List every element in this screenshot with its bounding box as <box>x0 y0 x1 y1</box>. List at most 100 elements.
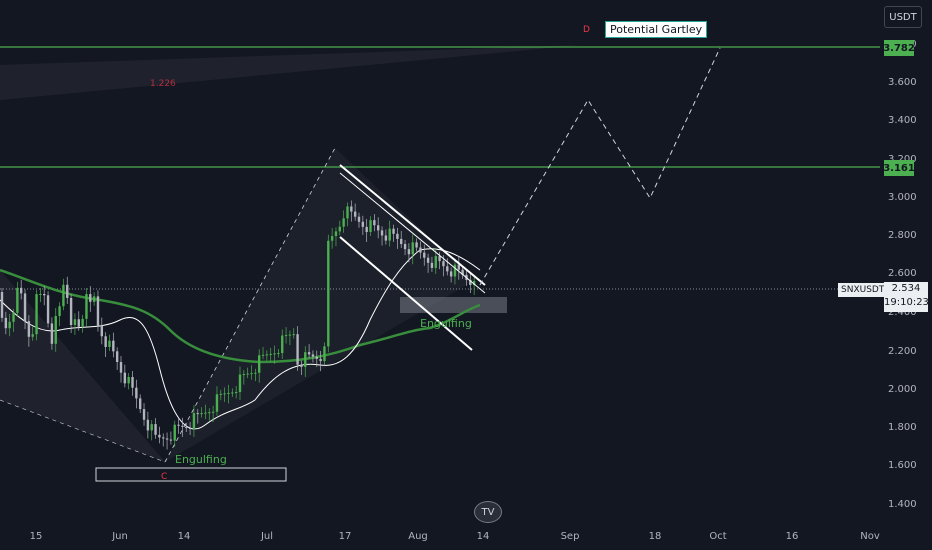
candle-body <box>204 412 207 414</box>
candle-body <box>342 218 345 227</box>
candle-body <box>89 294 92 302</box>
candle-body <box>376 225 380 231</box>
candle-body <box>16 287 19 313</box>
candle-body <box>219 393 223 395</box>
last-price-box: 2.534 19:10:23 <box>884 282 929 312</box>
time-tick: Aug <box>408 531 428 542</box>
candle-body <box>472 281 476 286</box>
time-tick: Oct <box>709 531 727 542</box>
candle-body <box>181 425 184 427</box>
demand-zone-june <box>95 467 287 482</box>
demand-zone-aug <box>400 297 507 313</box>
candle-body <box>119 362 123 373</box>
candle-body <box>188 427 192 430</box>
candle-body <box>273 353 276 355</box>
candle-body <box>127 377 130 384</box>
time-tick: 14 <box>177 531 191 542</box>
candle-body <box>215 394 219 412</box>
candle-body <box>319 358 322 362</box>
candle-body <box>104 336 107 347</box>
candle-body <box>446 266 449 272</box>
candle-body <box>307 352 311 355</box>
candle-body <box>403 244 407 250</box>
candle-body <box>469 279 472 286</box>
candle-body <box>0 292 4 318</box>
candle-body <box>31 334 34 337</box>
candle-body <box>296 334 299 365</box>
time-tick: Jun <box>112 531 128 542</box>
candle-body <box>27 321 31 337</box>
tradingview-logo-icon[interactable]: TV <box>474 501 502 523</box>
price-tick: 3.600 <box>888 77 917 88</box>
time-tick: 14 <box>476 531 490 542</box>
candle-body <box>246 373 249 375</box>
candle-body <box>81 318 84 327</box>
candle-body <box>392 228 395 234</box>
time-tick: 17 <box>338 531 352 542</box>
candle-body <box>396 233 399 239</box>
chart-canvas[interactable] <box>0 0 880 550</box>
candle-body <box>265 354 269 356</box>
candle-body <box>92 296 96 302</box>
candle-body <box>115 351 119 362</box>
candle-body <box>54 316 57 344</box>
candlestick-series <box>0 200 476 450</box>
candle-body <box>135 387 138 399</box>
candle-body <box>430 262 434 268</box>
candle-body <box>311 354 315 357</box>
candle-body <box>277 352 280 354</box>
candle-body <box>281 335 284 353</box>
candle-body <box>361 221 365 227</box>
candle-body <box>146 419 150 431</box>
candle-body <box>158 434 161 438</box>
point-c-marker: C <box>161 472 168 482</box>
candle-body <box>269 353 272 355</box>
candle-body <box>369 220 372 233</box>
candle-body <box>211 411 215 413</box>
candle-body <box>407 249 411 255</box>
candle-body <box>453 264 457 277</box>
candle-body <box>292 334 295 336</box>
candle-body <box>315 356 318 359</box>
last-price-value: 2.534 <box>891 283 921 294</box>
candle-body <box>261 354 265 356</box>
candle-body <box>50 323 54 344</box>
candle-body <box>357 216 361 222</box>
candle-body <box>388 228 391 241</box>
candle-body <box>66 284 69 298</box>
candle-body <box>100 325 104 337</box>
channel-lower-line <box>339 236 473 351</box>
candle-body <box>373 220 376 226</box>
currency-button[interactable]: USDT <box>884 6 922 28</box>
candle-body <box>242 374 246 376</box>
pattern-label[interactable]: Potential Gartley <box>605 21 708 38</box>
candle-body <box>400 238 403 245</box>
left-dashed-line <box>0 399 166 463</box>
fib-ratio-label: 1.226 <box>150 79 176 89</box>
candle-body <box>380 230 384 236</box>
candle-body <box>330 236 334 241</box>
candle-body <box>250 373 253 375</box>
engulfing-label-june: Engulfing <box>175 453 227 466</box>
price-tick: 2.400 <box>888 307 917 318</box>
candle-body <box>23 293 27 322</box>
candle-body <box>4 317 8 329</box>
candle-body <box>411 242 414 255</box>
candle-body <box>334 231 338 237</box>
candle-body <box>457 264 461 270</box>
candle-body <box>123 372 127 384</box>
channel-upper-inner-line <box>339 172 486 294</box>
candle-body <box>419 247 422 253</box>
candle-body <box>338 226 342 232</box>
candle-body <box>442 261 445 267</box>
candle-body <box>150 424 153 431</box>
candle-body <box>208 412 211 414</box>
candle-body <box>69 297 73 325</box>
price-tick: 1.800 <box>888 422 917 433</box>
candle-body <box>353 211 357 217</box>
candle-body <box>223 393 226 395</box>
price-axis[interactable] <box>880 0 932 550</box>
candle-body <box>185 426 188 428</box>
candle-body <box>346 206 349 219</box>
price-tick: 2.000 <box>888 384 917 395</box>
